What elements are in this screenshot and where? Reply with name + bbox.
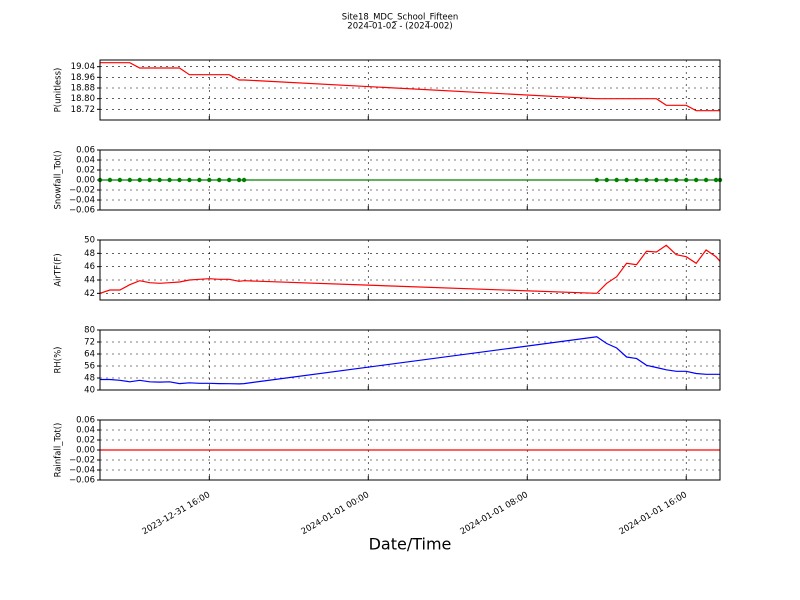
y-tick-label: −0.06 bbox=[69, 206, 95, 216]
x-tick-label: 2024-01-01 08:00 bbox=[459, 490, 530, 537]
y-tick-label: −0.02 bbox=[69, 456, 95, 466]
x-axis-label: Date/Time bbox=[369, 535, 452, 554]
data-line bbox=[100, 336, 720, 385]
data-point bbox=[624, 177, 629, 183]
axes-frame bbox=[99, 329, 721, 391]
y-tick-label: 0.06 bbox=[76, 416, 95, 426]
data-point bbox=[684, 177, 689, 183]
y-tick-label: 40 bbox=[84, 386, 95, 396]
data-point bbox=[703, 177, 709, 183]
y-tick-label: 18.96 bbox=[71, 73, 95, 83]
y-axis-label: AirTF(F) bbox=[54, 253, 64, 286]
data-point bbox=[226, 177, 232, 183]
y-tick-label: 19.04 bbox=[71, 62, 95, 72]
data-point bbox=[167, 177, 172, 183]
chart-title: Site18_MDC_School_Fifteen bbox=[342, 13, 459, 23]
y-tick-label: 44 bbox=[84, 276, 95, 286]
data-point bbox=[713, 177, 719, 183]
y-tick-label: −0.06 bbox=[69, 476, 95, 486]
data-point bbox=[107, 177, 113, 183]
axes-frame bbox=[99, 239, 721, 301]
y-tick-label: −0.02 bbox=[69, 186, 95, 196]
data-point bbox=[654, 177, 659, 183]
y-tick-label: −0.04 bbox=[69, 466, 95, 476]
data-point bbox=[137, 177, 142, 183]
data-point bbox=[594, 177, 599, 183]
y-tick-label: 50 bbox=[84, 236, 95, 246]
data-line bbox=[99, 244, 721, 294]
y-tick-label: 0.00 bbox=[76, 446, 95, 456]
y-tick-label: 0.02 bbox=[76, 436, 95, 446]
data-point bbox=[634, 177, 639, 183]
y-tick-label: 0.06 bbox=[76, 146, 95, 156]
y-tick-label: 80 bbox=[84, 326, 95, 336]
y-tick-label: 18.80 bbox=[71, 94, 95, 104]
x-tick-label: 2024-01-01 00:00 bbox=[300, 490, 371, 537]
data-point bbox=[236, 177, 242, 183]
data-point bbox=[604, 177, 609, 183]
axes-frame bbox=[99, 149, 721, 211]
data-point bbox=[207, 177, 212, 183]
x-tick-label: 2024-01-01 16:00 bbox=[618, 490, 689, 537]
y-tick-label: 56 bbox=[84, 362, 95, 372]
y-tick-label: 42 bbox=[84, 289, 95, 299]
data-point bbox=[614, 177, 619, 183]
y-tick-label: 0.04 bbox=[76, 426, 95, 436]
data-point bbox=[644, 177, 649, 183]
data-point bbox=[177, 177, 182, 183]
y-axis-label: P(unitless) bbox=[54, 68, 64, 113]
y-tick-label: 0.00 bbox=[76, 176, 95, 186]
y-tick-label: −0.04 bbox=[69, 196, 95, 206]
y-tick-label: 0.04 bbox=[76, 156, 95, 166]
data-point bbox=[241, 177, 247, 183]
data-point bbox=[197, 177, 202, 183]
y-tick-label: 18.72 bbox=[71, 105, 95, 115]
axes-frame bbox=[99, 59, 721, 121]
y-tick-label: 72 bbox=[84, 338, 95, 348]
data-point bbox=[217, 177, 222, 183]
y-tick-label: 48 bbox=[84, 249, 95, 259]
y-tick-label: 48 bbox=[84, 374, 95, 384]
chart-subtitle: 2024-01-02 - (2024-002) bbox=[347, 22, 452, 32]
data-point bbox=[127, 177, 133, 183]
data-line bbox=[100, 62, 720, 112]
y-axis-label: RH(%) bbox=[54, 346, 64, 373]
y-tick-label: 64 bbox=[84, 350, 95, 360]
y-tick-label: 0.02 bbox=[76, 166, 95, 176]
data-point bbox=[664, 177, 669, 183]
data-point bbox=[187, 177, 192, 183]
y-tick-label: 18.88 bbox=[71, 84, 95, 94]
data-point bbox=[693, 177, 699, 183]
y-axis-label: Rainfall_Tot() bbox=[54, 423, 64, 478]
data-point bbox=[157, 177, 162, 183]
x-tick-label: 2023-12-31 16:00 bbox=[141, 490, 212, 537]
y-tick-label: 46 bbox=[84, 262, 95, 272]
y-axis-label: Snowfall_Tot() bbox=[54, 150, 64, 209]
data-point bbox=[674, 177, 679, 183]
axes-frame bbox=[99, 419, 721, 481]
data-point bbox=[117, 177, 123, 183]
data-point bbox=[147, 177, 152, 183]
